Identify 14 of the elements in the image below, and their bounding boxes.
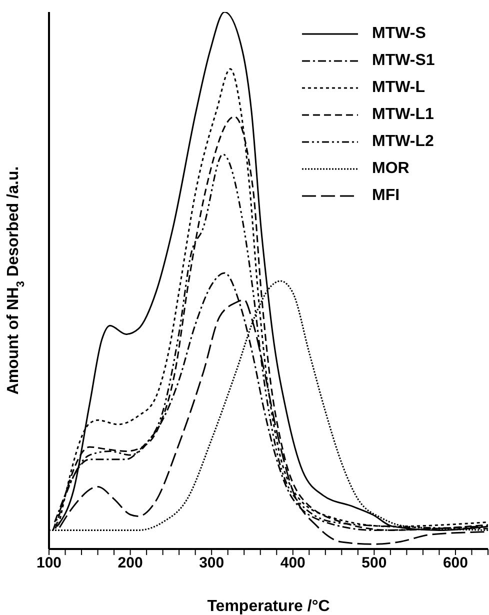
legend-label: MOR bbox=[372, 160, 410, 178]
x-tick-label: 200 bbox=[118, 554, 143, 572]
legend-label: MFI bbox=[372, 186, 400, 204]
x-tick-label: 300 bbox=[199, 554, 224, 572]
legend-label: MTW-L2 bbox=[372, 132, 434, 150]
legend-label: MTW-S bbox=[372, 24, 426, 42]
legend-label: MTW-S1 bbox=[372, 52, 435, 70]
legend-label: MTW-L bbox=[372, 78, 425, 96]
x-tick-label: 400 bbox=[280, 554, 306, 572]
x-axis-title: Temperature /°C bbox=[207, 598, 330, 615]
x-tick-label: 600 bbox=[442, 554, 468, 572]
x-tick-label: 100 bbox=[36, 554, 62, 572]
x-tick-label: 500 bbox=[362, 554, 387, 572]
legend-label: MTW-L1 bbox=[372, 106, 434, 124]
